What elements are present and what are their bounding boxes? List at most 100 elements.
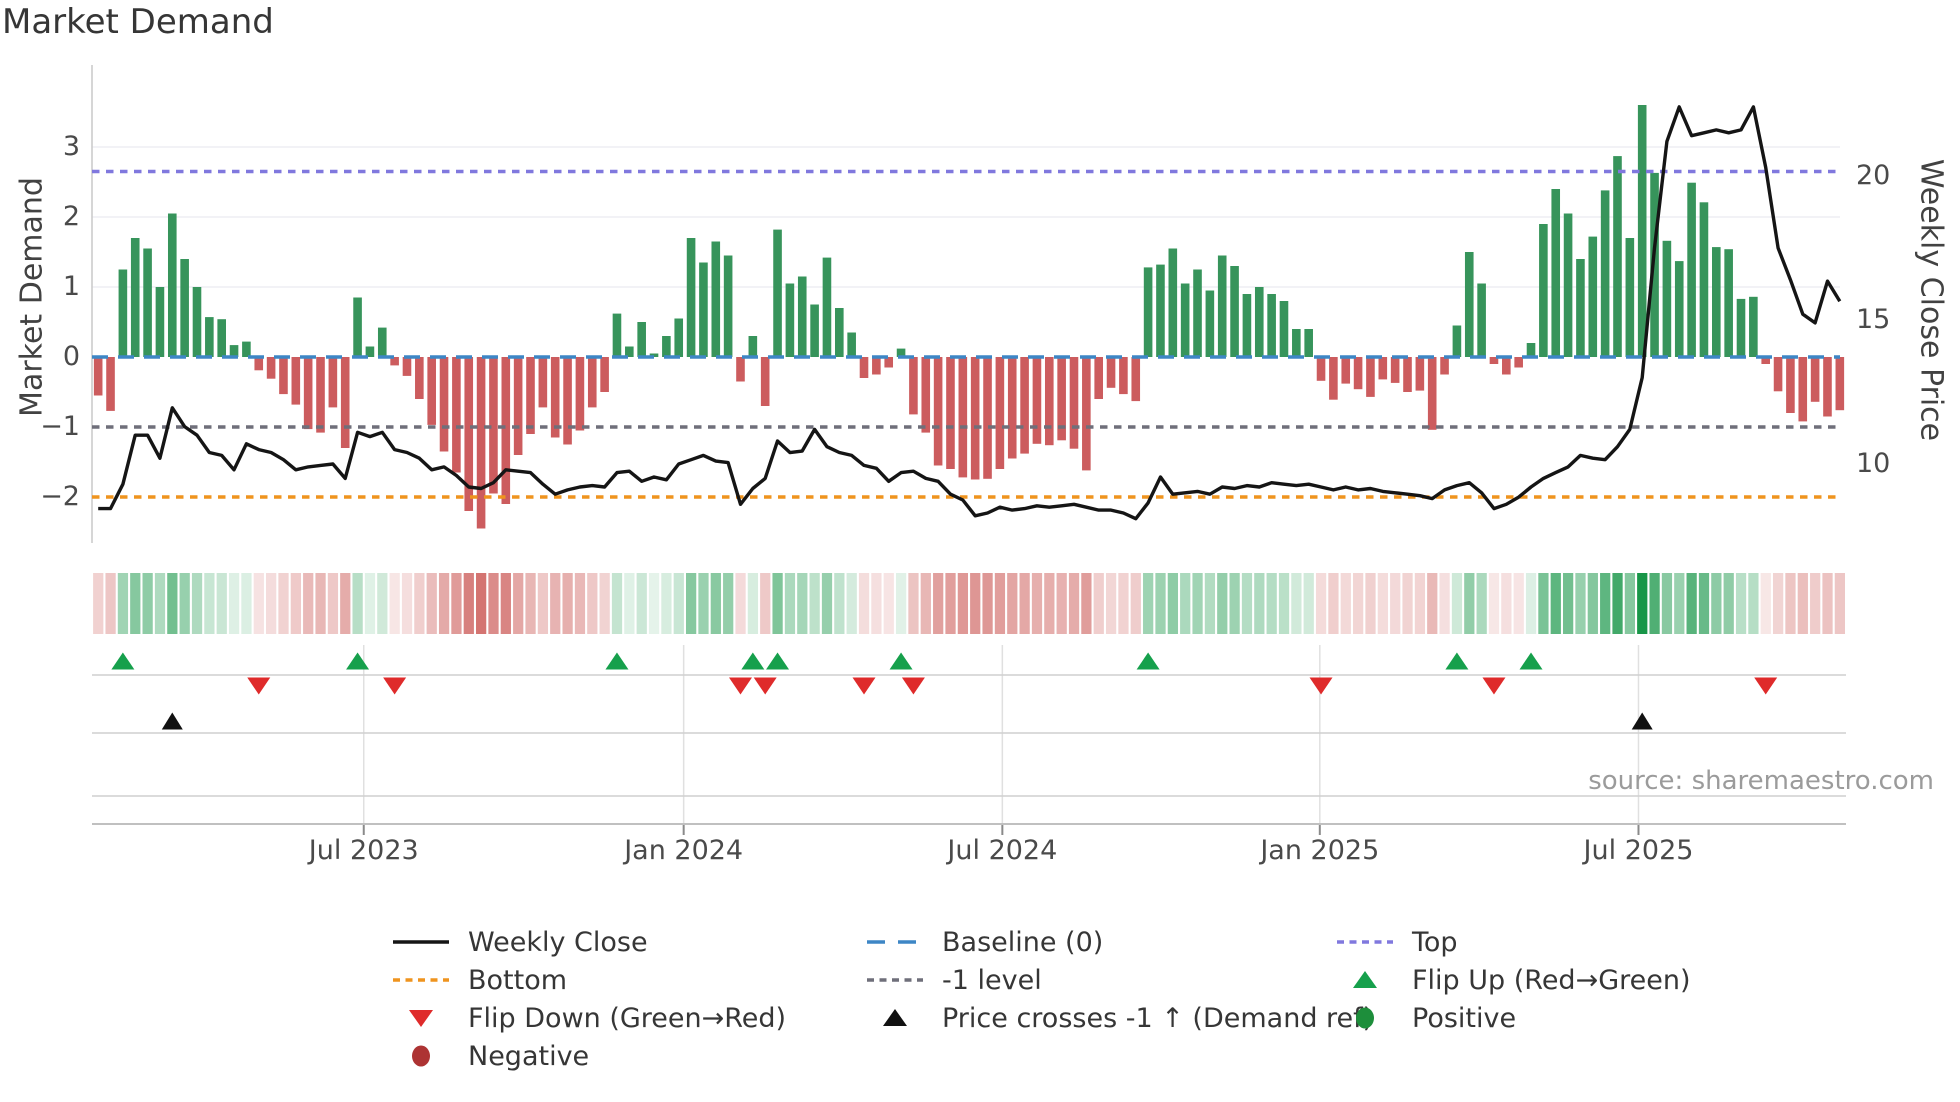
heatmap-cell [93, 573, 104, 634]
heatmap-cell [1513, 573, 1524, 634]
heatmap-cell [1674, 573, 1685, 634]
heatmap-cell [1229, 573, 1240, 634]
heatmap-cell [426, 573, 437, 634]
demand-bar [649, 353, 659, 357]
demand-bar [118, 269, 128, 357]
demand-bar [1464, 252, 1474, 357]
heatmap-cell [895, 573, 907, 634]
demand-bar [1761, 357, 1771, 364]
flip-up-marker [1519, 652, 1543, 670]
price-cross-marker [1631, 712, 1653, 730]
heatmap-cell [1315, 573, 1327, 634]
demand-bar [538, 357, 548, 408]
demand-bar [711, 241, 721, 357]
demand-bar [1353, 357, 1363, 390]
demand-bar [1489, 357, 1499, 364]
heatmap-cell [908, 573, 919, 634]
heatmap-cell [624, 573, 635, 634]
heatmap-cell [1834, 573, 1845, 634]
demand-bar [563, 357, 572, 445]
heatmap-cell [389, 573, 400, 634]
demand-bar [884, 357, 894, 368]
demand-bar [822, 257, 832, 357]
demand-bar [1539, 224, 1548, 357]
heatmap-cell [821, 573, 833, 634]
demand-bar [180, 259, 189, 357]
demand-bar [303, 357, 313, 430]
demand-bar [1773, 357, 1783, 392]
demand-bar [1292, 329, 1301, 357]
heatmap-cell [1254, 573, 1265, 634]
demand-bar [958, 357, 968, 478]
x-tick-label: Jan 2024 [624, 835, 744, 866]
flip-down-marker [1482, 677, 1506, 695]
heatmap-cell [451, 573, 462, 634]
demand-bar [1786, 357, 1795, 413]
demand-bar [600, 357, 609, 392]
demand-bar [279, 357, 288, 395]
heatmap-cell [1266, 573, 1277, 634]
demand-bar [637, 322, 646, 357]
y-tick-left: −1 [40, 411, 80, 442]
heatmap-cell [834, 573, 845, 634]
demand-bar [1514, 357, 1523, 368]
heatmap-cell [550, 573, 561, 634]
demand-bar [501, 357, 511, 504]
demand-bar [1600, 190, 1610, 357]
heatmap-cell [871, 573, 882, 634]
demand-bar [1143, 267, 1153, 357]
demand-bar [439, 357, 449, 452]
heatmap-cell [723, 573, 734, 634]
heatmap-cell [920, 573, 931, 634]
heatmap-cell [945, 573, 956, 634]
heatmap-cell [1353, 573, 1364, 634]
demand-bar [1267, 294, 1276, 357]
demand-bar [205, 317, 214, 357]
heatmap-cell [1044, 573, 1055, 634]
heatmap-cell [525, 573, 536, 634]
heatmap-cell [1476, 573, 1487, 634]
flip-up-marker [346, 652, 370, 670]
demand-bar [1156, 264, 1165, 357]
heatmap-cell [1093, 573, 1104, 634]
flip-down-marker [247, 677, 271, 695]
heatmap-cell [1427, 573, 1438, 634]
heatmap-cell [1822, 573, 1833, 634]
demand-bar [1341, 357, 1351, 384]
flip-down-marker [728, 677, 752, 695]
y-tick-left: −2 [40, 481, 80, 512]
demand-bar [575, 357, 585, 431]
demand-bar [983, 357, 992, 479]
heatmap-cell [1167, 573, 1178, 634]
demand-bar [612, 313, 622, 357]
demand-bar [1403, 357, 1412, 392]
heatmap-cell [500, 573, 511, 634]
demand-bar [1712, 247, 1721, 357]
demand-bar [130, 238, 140, 357]
flip-up-marker [1136, 652, 1160, 670]
demand-bar [896, 348, 906, 357]
heatmap-cell [364, 573, 376, 634]
demand-bar [1082, 357, 1091, 471]
x-tick-label: Jul 2025 [1583, 835, 1694, 866]
heatmap-cell [476, 573, 487, 634]
demand-bar [1588, 236, 1598, 357]
flip-down-marker [753, 677, 777, 695]
heatmap-cell [772, 573, 783, 634]
demand-bar [1193, 269, 1202, 357]
heatmap-cell [1563, 573, 1574, 634]
heatmap-cell [809, 573, 820, 634]
heatmap-cell [574, 573, 586, 634]
demand-bar [155, 287, 165, 357]
heatmap-cell [414, 573, 425, 634]
demand-bar [328, 357, 338, 408]
demand-bar [1563, 213, 1573, 357]
demand-bar [699, 262, 708, 357]
demand-bar [1366, 357, 1375, 397]
demand-bar [797, 276, 807, 357]
flip-down-marker [1754, 677, 1778, 695]
demand-bar [1415, 357, 1425, 391]
x-tick-label: Jan 2025 [1260, 835, 1380, 866]
demand-bar [1069, 357, 1079, 449]
